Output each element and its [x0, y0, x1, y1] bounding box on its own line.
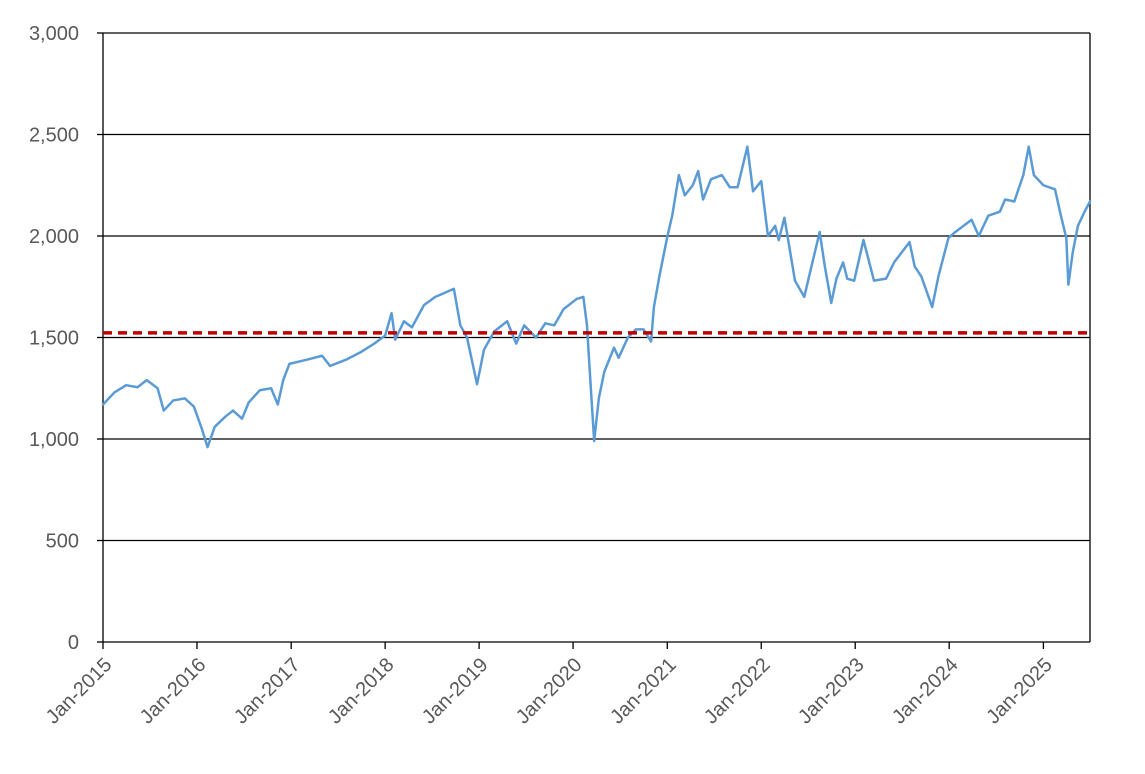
x-tick-label-7: Jan-2022: [700, 654, 775, 729]
y-tick-label-4: 2,000: [29, 226, 79, 248]
x-tick-label-4: Jan-2019: [418, 654, 493, 729]
index-series-line: [101, 145, 1092, 449]
y-tick-labels: 0 500 1,000 1,500 2,000 2,500 3,000: [29, 23, 79, 654]
axes: [97, 32, 1091, 649]
x-tick-label-9: Jan-2024: [888, 654, 963, 729]
series-layer: [101, 145, 1092, 449]
y-tick-label-3: 1,500: [29, 328, 79, 350]
x-tick-label-0: Jan-2015: [42, 654, 117, 729]
x-tick-labels: Jan-2015 Jan-2016 Jan-2017 Jan-2018 Jan-2019…: [42, 654, 1057, 729]
y-tick-label-5: 2,500: [29, 125, 79, 147]
y-tick-label-0: 0: [68, 632, 79, 654]
x-tick-label-2: Jan-2017: [230, 654, 305, 729]
x-tick-label-10: Jan-2025: [982, 654, 1057, 729]
x-tick-label-6: Jan-2021: [606, 654, 681, 729]
gridlines: [103, 32, 1090, 542]
x-tick-label-5: Jan-2020: [512, 654, 587, 729]
x-tick-label-3: Jan-2018: [324, 654, 399, 729]
x-tick-label-8: Jan-2023: [794, 654, 869, 729]
x-tick-label-1: Jan-2016: [136, 654, 211, 729]
y-tick-label-1: 500: [46, 531, 79, 553]
y-tick-label-6: 3,000: [29, 23, 79, 45]
y-tick-label-2: 1,000: [29, 429, 79, 451]
